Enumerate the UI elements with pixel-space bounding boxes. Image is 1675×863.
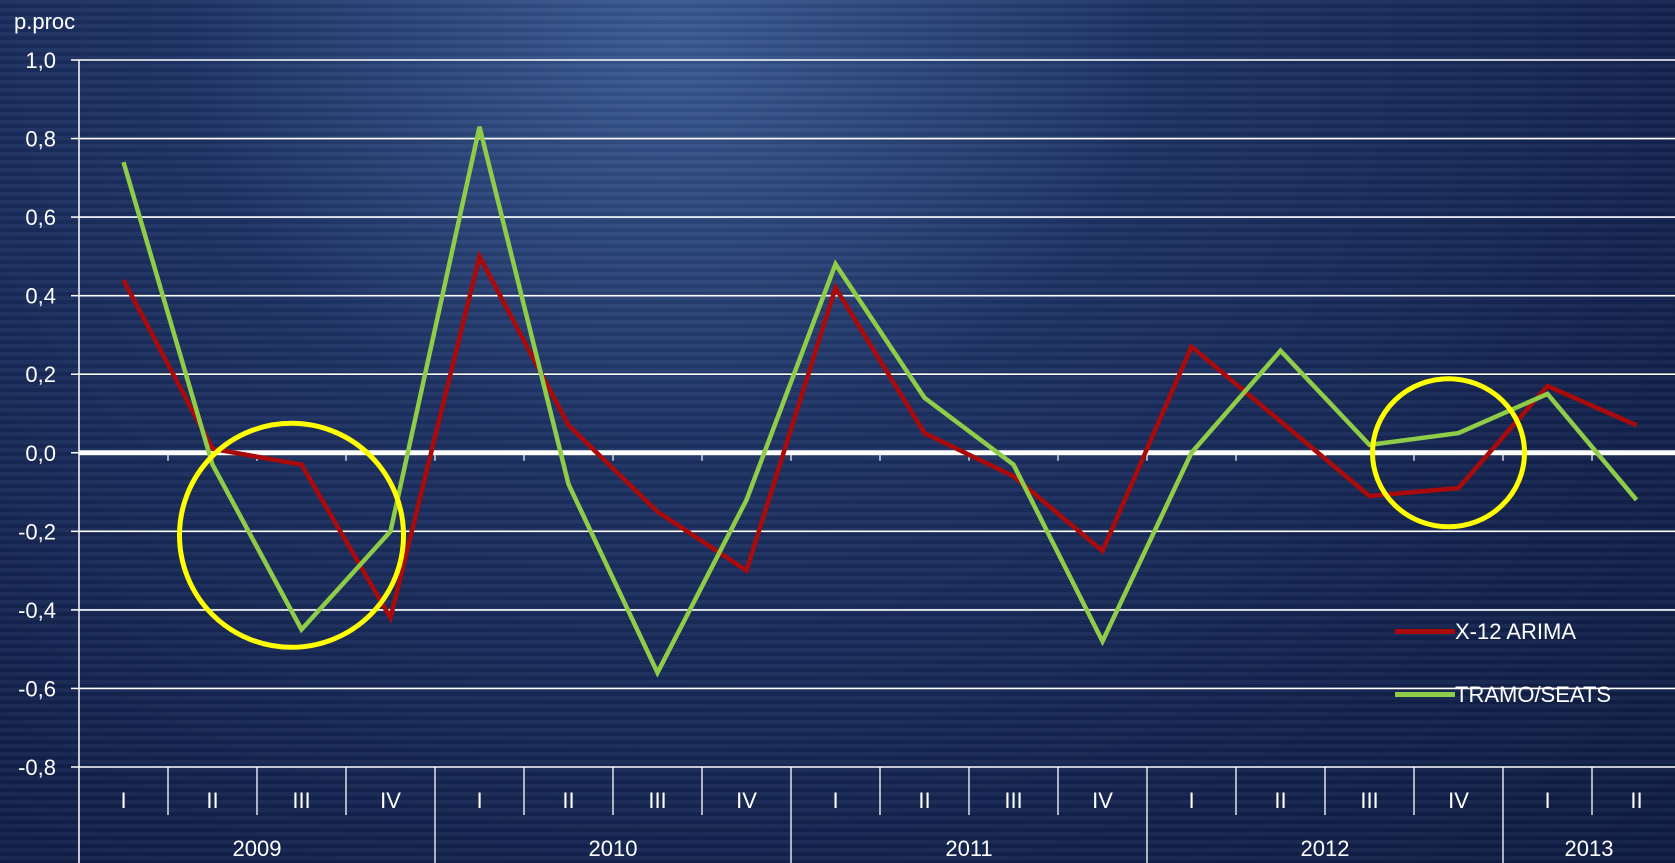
y-tick-label: 0,0 <box>25 441 56 466</box>
x-tick-label: I <box>832 788 838 813</box>
y-tick-label: -0,2 <box>18 519 56 544</box>
highlight-circle <box>177 420 406 650</box>
x-tick-label: I <box>476 788 482 813</box>
highlight-circle <box>1370 376 1527 530</box>
series-line-x12-arima <box>121 250 1638 624</box>
y-tick-label: -0,8 <box>18 755 56 780</box>
x-tick-label: III <box>292 788 310 813</box>
legend-item-tramo: TRAMO/SEATS <box>1395 663 1611 726</box>
year-label: 2010 <box>589 836 638 861</box>
legend-swatch-tramo <box>1395 692 1455 697</box>
x-tick-label: II <box>1630 788 1642 813</box>
year-label: 2013 <box>1565 836 1614 861</box>
y-tick-label: 0,8 <box>25 127 56 152</box>
y-tick-label: -0,6 <box>18 676 56 701</box>
legend-swatch-x12 <box>1395 629 1455 634</box>
x-tick-label: III <box>1360 788 1378 813</box>
legend-label-x12: X-12 ARIMA <box>1455 618 1577 644</box>
y-tick-label: 0,2 <box>25 362 56 387</box>
x-tick-label: IV <box>736 788 757 813</box>
year-label: 2009 <box>233 836 282 861</box>
legend-item-x12: X-12 ARIMA <box>1395 600 1611 663</box>
x-tick-label: III <box>648 788 666 813</box>
legend-label-tramo: TRAMO/SEATS <box>1455 681 1612 707</box>
y-tick-label: 0,6 <box>25 205 56 230</box>
y-tick-label: -0,4 <box>18 598 56 623</box>
year-label: 2012 <box>1301 836 1350 861</box>
x-tick-label: I <box>120 788 126 813</box>
series-line-tramo-seats <box>121 126 1639 678</box>
x-tick-label: II <box>562 788 574 813</box>
year-label: 2011 <box>945 836 992 861</box>
y-axis-unit-label: p.proc <box>14 9 76 34</box>
x-tick-label: II <box>1274 788 1286 813</box>
legend: X-12 ARIMA TRAMO/SEATS <box>1395 600 1611 726</box>
x-tick-label: I <box>1188 788 1194 813</box>
x-tick-label: III <box>1004 788 1022 813</box>
y-tick-label: 0,4 <box>25 284 56 309</box>
x-tick-label: IV <box>1448 788 1469 813</box>
x-tick-label: IV <box>1092 788 1113 813</box>
x-tick-label: II <box>918 788 930 813</box>
x-tick-label: II <box>206 788 218 813</box>
x-tick-label: I <box>1544 788 1550 813</box>
y-tick-label: 1,0 <box>25 48 56 73</box>
x-tick-label: IV <box>380 788 401 813</box>
